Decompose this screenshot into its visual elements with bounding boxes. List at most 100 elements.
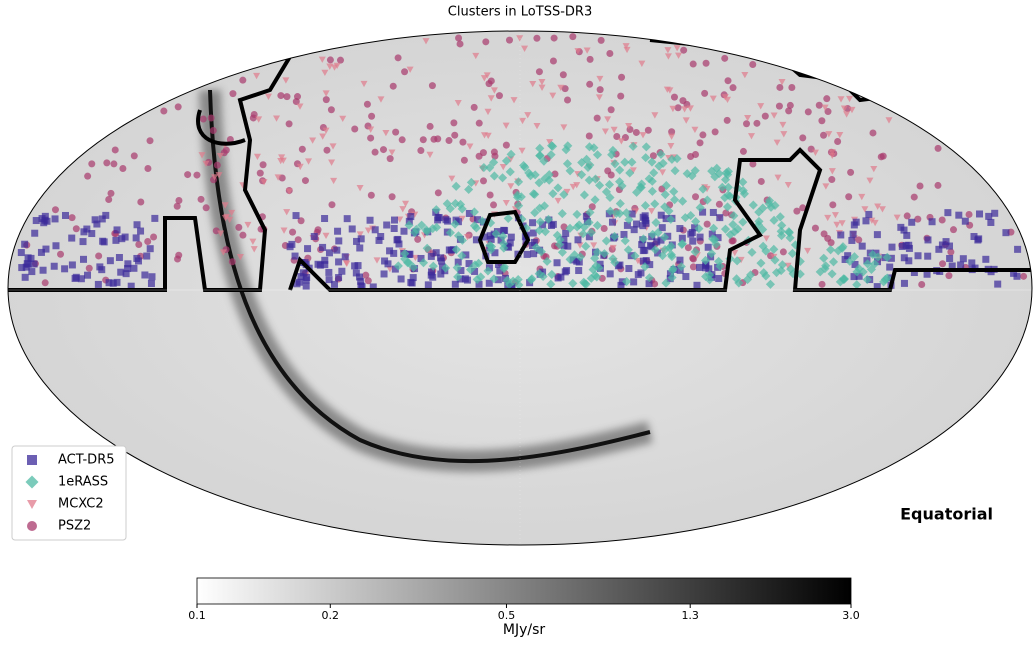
cluster-marker — [476, 153, 483, 160]
cluster-marker — [381, 257, 388, 264]
cluster-marker — [68, 235, 75, 242]
cluster-marker — [335, 258, 342, 265]
cluster-marker — [564, 97, 571, 104]
cluster-marker — [389, 193, 396, 200]
cluster-marker — [368, 113, 375, 120]
cluster-marker — [799, 134, 806, 141]
cluster-marker — [143, 253, 150, 260]
cluster-marker — [451, 132, 458, 139]
cluster-marker — [944, 209, 951, 216]
cluster-marker — [107, 257, 114, 264]
cluster-marker — [749, 61, 756, 68]
cluster-marker — [630, 278, 637, 285]
cluster-marker — [608, 106, 615, 113]
legend-label: MCXC2 — [58, 497, 104, 512]
cluster-marker — [908, 219, 915, 226]
cluster-marker — [148, 280, 155, 287]
cluster-marker — [487, 191, 494, 198]
cluster-marker — [52, 206, 59, 213]
cluster-marker — [150, 234, 157, 241]
cluster-marker — [710, 209, 717, 216]
cluster-marker — [594, 115, 601, 122]
cluster-marker — [697, 139, 704, 146]
cluster-marker — [174, 203, 181, 210]
cluster-marker — [78, 275, 85, 282]
cluster-marker — [287, 243, 294, 250]
cluster-marker — [715, 275, 722, 282]
cluster-marker — [971, 233, 978, 240]
cluster-marker — [508, 234, 515, 241]
cluster-marker — [323, 147, 330, 154]
cluster-marker — [697, 234, 704, 241]
cluster-marker — [383, 222, 390, 229]
cluster-marker — [392, 129, 399, 136]
cluster-marker — [368, 192, 375, 199]
cluster-marker — [617, 282, 624, 289]
cluster-marker — [450, 119, 457, 126]
cluster-marker — [837, 231, 844, 238]
cluster-marker — [859, 243, 866, 250]
cluster-marker — [601, 225, 608, 232]
cluster-marker — [303, 283, 310, 290]
colorbar-tick-label: 1.3 — [681, 609, 699, 622]
cluster-marker — [911, 194, 918, 201]
cluster-marker — [351, 125, 358, 132]
cluster-marker — [334, 228, 341, 235]
cluster-marker — [874, 231, 881, 238]
cluster-marker — [689, 229, 696, 236]
cluster-marker — [676, 257, 683, 264]
cluster-marker — [753, 120, 760, 127]
cluster-marker — [862, 217, 869, 224]
cluster-marker — [929, 218, 936, 225]
cluster-marker — [905, 257, 912, 264]
cluster-marker — [687, 153, 694, 160]
cluster-marker — [61, 265, 68, 272]
cluster-marker — [429, 82, 436, 89]
cluster-marker — [300, 269, 307, 276]
cluster-marker — [69, 261, 76, 268]
cluster-marker — [417, 147, 424, 154]
cluster-marker — [690, 61, 697, 68]
cluster-marker — [311, 233, 318, 240]
cluster-marker — [915, 252, 922, 259]
cluster-marker — [828, 239, 835, 246]
cluster-marker — [900, 227, 907, 234]
cluster-marker — [452, 281, 459, 288]
cluster-marker — [380, 146, 387, 153]
cluster-marker — [617, 93, 624, 100]
cluster-marker — [193, 172, 200, 179]
cluster-marker — [144, 238, 151, 245]
cluster-marker — [820, 132, 827, 139]
cluster-marker — [947, 249, 954, 256]
cluster-marker — [701, 90, 708, 97]
cluster-marker — [325, 269, 332, 276]
cluster-marker — [776, 103, 783, 110]
cluster-marker — [918, 281, 925, 288]
cluster-marker — [455, 34, 462, 41]
cluster-marker — [716, 201, 723, 208]
cluster-marker — [72, 275, 79, 282]
cluster-marker — [834, 138, 841, 145]
colorbar-tick-label: 3.0 — [842, 609, 860, 622]
cluster-marker — [133, 234, 140, 241]
cluster-marker — [853, 219, 860, 226]
cluster-marker — [184, 171, 191, 178]
cluster-marker — [107, 190, 114, 197]
cluster-marker — [18, 249, 25, 256]
cluster-marker — [586, 81, 593, 88]
legend-label: ACT-DR5 — [58, 453, 115, 468]
cluster-marker — [349, 225, 356, 232]
cluster-marker — [476, 120, 483, 127]
cluster-marker — [496, 92, 503, 99]
cluster-marker — [377, 233, 384, 240]
cluster-marker — [99, 215, 106, 222]
cluster-marker — [488, 77, 495, 84]
cluster-marker — [816, 102, 823, 109]
cluster-marker — [924, 253, 931, 260]
cluster-marker — [160, 108, 167, 115]
cluster-marker — [943, 238, 950, 245]
cluster-marker — [427, 123, 434, 130]
cluster-marker — [725, 77, 732, 84]
cluster-marker — [888, 244, 895, 251]
cluster-marker — [848, 237, 855, 244]
